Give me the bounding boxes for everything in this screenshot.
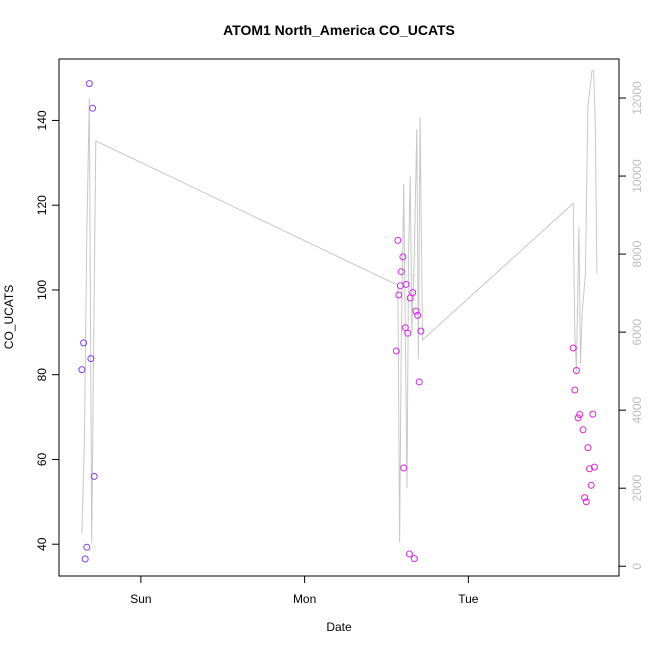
y-tick-label: 120 — [35, 195, 49, 215]
scatter-point — [582, 498, 590, 506]
y-tick-label: 140 — [35, 110, 49, 130]
y2-tick-label: 12000 — [630, 81, 644, 115]
scatter-point — [394, 236, 402, 244]
scatter-point — [574, 414, 582, 422]
y-tick-label: 60 — [35, 452, 49, 466]
scatter-point — [85, 80, 93, 88]
plot-frame — [58, 58, 620, 577]
scatter-point — [81, 555, 89, 563]
series-line — [81, 70, 598, 543]
scatter-point — [415, 378, 423, 386]
secondary-line-series — [81, 70, 598, 543]
scatter-point — [78, 366, 86, 374]
scatter-point — [410, 555, 418, 563]
scatter-points — [78, 80, 598, 563]
x-axis-label: Date — [326, 620, 352, 634]
scatter-point — [395, 291, 403, 299]
y2-tick-label: 8000 — [630, 240, 644, 267]
y2-tick-label: 10000 — [630, 159, 644, 193]
scatter-point — [90, 472, 98, 480]
scatter-point — [392, 347, 400, 355]
x-tick-label: Sun — [130, 592, 151, 606]
y-tick-label: 40 — [35, 537, 49, 551]
y2-tick-label: 2000 — [630, 475, 644, 502]
scatter-point — [412, 307, 420, 315]
scatter-point — [590, 463, 598, 471]
scatter-point — [400, 464, 408, 472]
y-tick-label: 100 — [35, 280, 49, 300]
y2-tick-label: 0 — [630, 563, 644, 570]
x-tick-label: Mon — [293, 592, 316, 606]
scatter-point — [417, 327, 425, 335]
scatter-point — [406, 294, 414, 302]
scatter-point — [83, 543, 91, 551]
scatter-point — [405, 550, 413, 558]
scatter-point — [80, 339, 88, 347]
scatter-point — [404, 329, 412, 337]
y-tick-label: 80 — [35, 368, 49, 382]
scatter-point — [569, 344, 577, 352]
scatter-point — [401, 324, 409, 332]
x-tick-label: Tue — [458, 592, 479, 606]
scatter-point — [579, 426, 587, 434]
y2-tick-label: 6000 — [630, 318, 644, 345]
chart-title: ATOM1 North_America CO_UCATS — [223, 22, 455, 38]
scatter-point — [589, 410, 597, 418]
y-axis-label: CO_UCATS — [2, 285, 16, 349]
scatter-point — [414, 311, 422, 319]
scatter-point — [409, 289, 417, 296]
scatter-point — [87, 355, 95, 363]
scatter-point — [571, 386, 579, 394]
scatter-point — [576, 411, 584, 418]
scatter-point — [586, 465, 593, 473]
scatter-point — [89, 104, 97, 112]
axes: 40 60 80 100 120 140 0 2000 4000 6000 8000 10000 120… — [35, 81, 644, 606]
y2-tick-label: 4000 — [630, 396, 644, 423]
scatter-point — [587, 481, 595, 489]
scatter-point — [584, 444, 592, 452]
scatter-point — [402, 280, 410, 288]
scatter-point — [397, 268, 405, 276]
scatter-point — [399, 253, 407, 261]
scatter-point — [572, 367, 580, 374]
scatter-point — [581, 494, 589, 502]
